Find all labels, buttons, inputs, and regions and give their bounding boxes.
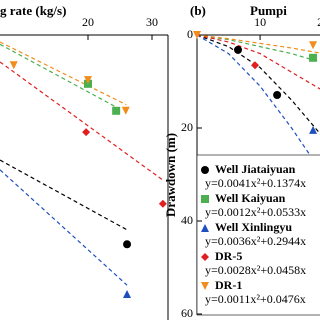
legend-equation: y=0.0041x²+0.1374x	[205, 176, 306, 190]
panel-a-title: g rate (kg/s)	[0, 3, 66, 18]
fit-line	[0, 43, 117, 108]
panel-b-title: Pumpi	[250, 3, 287, 18]
y-tick-label: 0	[187, 27, 193, 41]
point	[309, 53, 318, 62]
legend-equation: y=0.0011x²+0.0476x	[205, 292, 306, 306]
point	[121, 106, 130, 115]
legend-marker	[201, 253, 209, 261]
fit-line	[196, 34, 320, 171]
y-tick-label: 40	[181, 213, 193, 227]
fit-line	[0, 169, 128, 286]
legend-equation: y=0.0012x²+0.0533x	[205, 205, 306, 219]
fit-line	[0, 159, 128, 231]
point	[112, 106, 121, 115]
x-tick-label: 20	[317, 15, 320, 29]
legend-marker	[201, 282, 209, 290]
point	[193, 31, 201, 39]
legend-marker	[201, 195, 209, 203]
point	[158, 199, 167, 208]
point	[273, 90, 282, 99]
fit-line	[196, 34, 320, 54]
legend-label: Well Jiataiyuan	[215, 162, 296, 176]
fit-line	[0, 41, 127, 106]
point	[84, 76, 92, 85]
point	[123, 240, 132, 249]
x-tick-label: 20	[82, 15, 94, 29]
fit-line	[196, 34, 320, 63]
point	[82, 128, 91, 137]
legend-marker	[201, 166, 209, 174]
legend-label: Well Xinlingyu	[215, 220, 292, 234]
legend-label: DR-5	[215, 249, 242, 263]
legend-box	[196, 154, 320, 316]
x-tick-label: 30	[146, 15, 158, 29]
point	[309, 41, 318, 50]
legend-marker	[201, 224, 209, 232]
legend-label: Well Kaiyuan	[215, 191, 286, 205]
x-tick-label: 10	[254, 15, 266, 29]
fit-line	[196, 34, 320, 135]
point	[251, 61, 260, 70]
y-tick-label: 20	[181, 120, 193, 134]
point	[309, 125, 318, 134]
y-axis-label: Drawdown (m)	[163, 133, 178, 217]
point	[234, 45, 242, 54]
y-tick-label: 60	[181, 306, 193, 320]
legend-equation: y=0.0036x²+0.2944x	[205, 234, 306, 248]
fit-line	[196, 34, 320, 90]
point	[9, 61, 18, 70]
legend-equation: y=0.0028x²+0.0458x	[205, 263, 306, 277]
panel-label: (b)	[190, 3, 206, 18]
fit-line	[0, 61, 164, 181]
point	[123, 290, 132, 299]
legend-label: DR-1	[215, 278, 242, 292]
